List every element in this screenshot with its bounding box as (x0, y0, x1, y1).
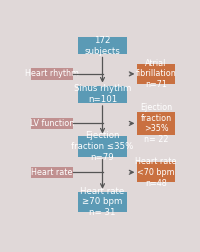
FancyBboxPatch shape (78, 85, 127, 103)
FancyBboxPatch shape (137, 112, 175, 135)
Text: Atrial
fibrillation
n=71: Atrial fibrillation n=71 (136, 59, 176, 89)
Text: Heart rate: Heart rate (31, 168, 73, 177)
FancyBboxPatch shape (137, 64, 175, 84)
Text: Sinus rhythm
n=101: Sinus rhythm n=101 (74, 84, 131, 104)
FancyBboxPatch shape (31, 167, 73, 178)
Text: LV function: LV function (30, 119, 74, 128)
FancyBboxPatch shape (31, 118, 73, 129)
FancyBboxPatch shape (31, 68, 73, 80)
FancyBboxPatch shape (78, 37, 127, 54)
FancyBboxPatch shape (78, 192, 127, 212)
FancyBboxPatch shape (137, 162, 175, 182)
Text: 172
subjects: 172 subjects (85, 36, 120, 56)
Text: Ejection
fraction ≤35%
n=79: Ejection fraction ≤35% n=79 (71, 131, 134, 162)
Text: Heart rate
<70 bpm
n=48: Heart rate <70 bpm n=48 (135, 157, 177, 187)
Text: Heart rhythm: Heart rhythm (25, 69, 79, 78)
Text: Ejection
fraction
>35%
n= 22: Ejection fraction >35% n= 22 (140, 103, 172, 144)
FancyBboxPatch shape (78, 137, 127, 157)
Text: Heart rate
≥70 bpm
n= 31: Heart rate ≥70 bpm n= 31 (80, 187, 125, 217)
